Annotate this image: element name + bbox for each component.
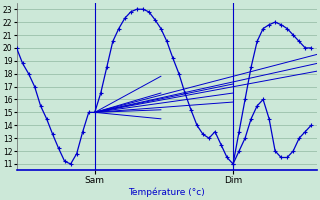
X-axis label: Température (°c): Température (°c)	[129, 188, 205, 197]
